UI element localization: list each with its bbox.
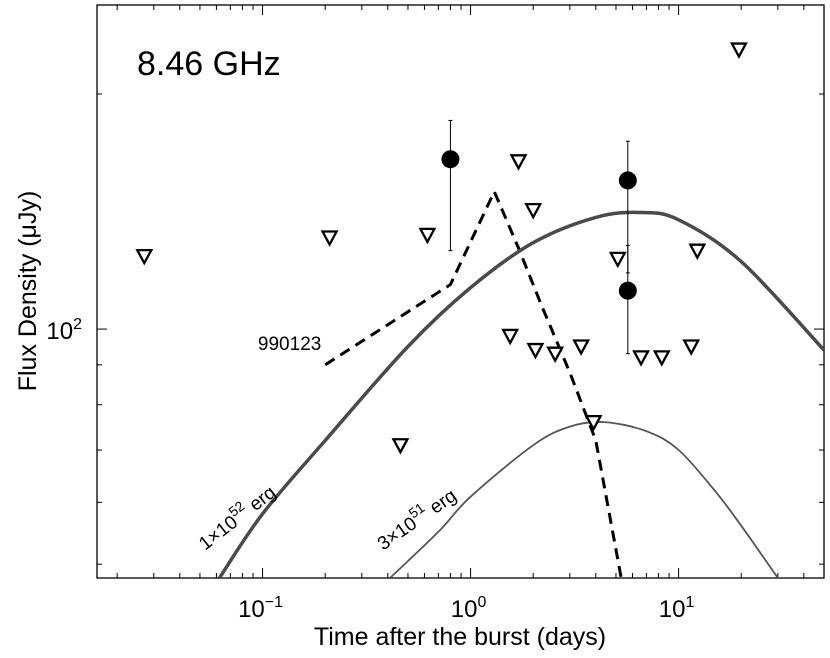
- comparison-dashed-line: [324, 187, 623, 578]
- upper-limit-marker: [501, 328, 520, 346]
- upper-limit-marker: [730, 42, 748, 59]
- model-curve-line: [217, 210, 824, 578]
- upper-limit-marker: [572, 339, 591, 356]
- upper-limit-marker: [688, 243, 707, 261]
- upper-limit-marker: [546, 346, 565, 364]
- y-tick-label: 102: [46, 316, 82, 345]
- x-tick-label: 10−1: [238, 594, 283, 623]
- upper-limit-marker: [391, 438, 410, 455]
- axis-ticks: 10−1 100 101 102: [46, 5, 825, 623]
- upper-limit-marker: [682, 339, 701, 356]
- detection-marker: [441, 150, 460, 169]
- panel-label: 8.46 GHz: [137, 45, 281, 83]
- model-curve-line: [389, 421, 779, 578]
- curve-label: 3×1051 erg: [371, 481, 461, 555]
- curve-label: 990123: [258, 334, 321, 355]
- annotations: 990123 1×1052 erg 3×1051 erg: [192, 334, 461, 555]
- upper-limit-marker: [135, 248, 154, 266]
- x-axis-title: Time after the burst (days): [314, 623, 606, 651]
- model-curves: [217, 187, 824, 578]
- upper-limit-marker: [320, 230, 339, 247]
- upper-limit-marker: [524, 202, 543, 220]
- upper-limit-marker: [632, 350, 650, 367]
- data-markers: [135, 42, 748, 455]
- detection-marker: [618, 171, 637, 190]
- upper-limit-marker: [652, 350, 671, 367]
- upper-limit-marker: [418, 227, 437, 245]
- plot-frame: [96, 4, 825, 579]
- y-axis-title: Flux Density (μJy): [14, 191, 42, 392]
- x-tick-label: 100: [451, 594, 487, 623]
- upper-limit-marker: [526, 342, 545, 360]
- curve-label: 1×1052 erg: [192, 477, 280, 554]
- x-tick-label: 101: [659, 594, 695, 623]
- upper-limit-marker: [608, 251, 627, 269]
- detection-marker: [618, 281, 637, 300]
- upper-limit-marker: [509, 154, 528, 171]
- upper-limit-marker: [584, 414, 603, 432]
